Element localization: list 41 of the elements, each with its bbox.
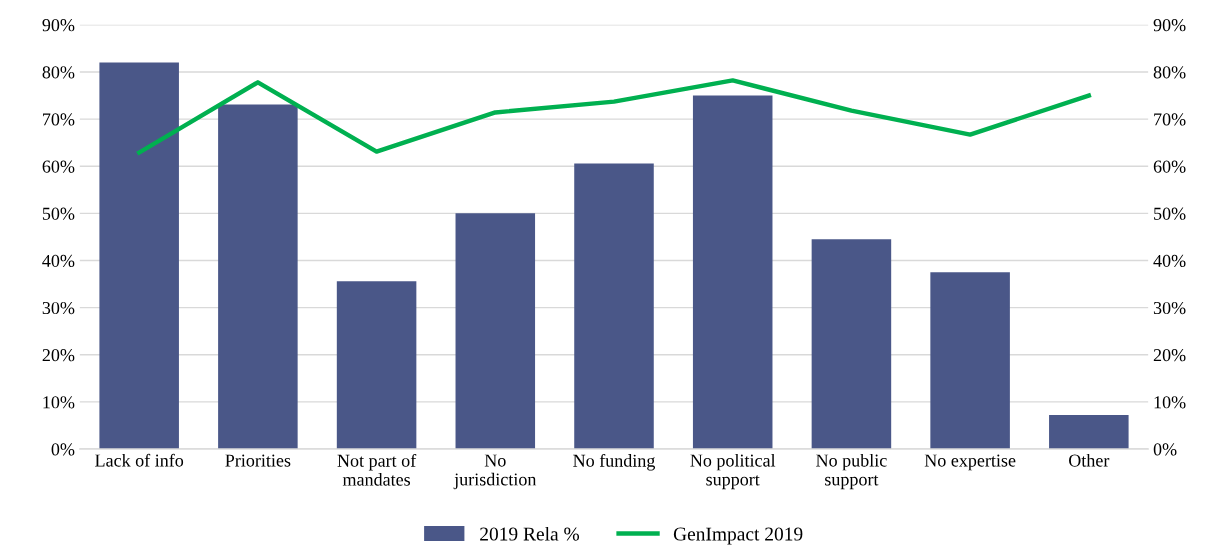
- x-tick-label: Lack of info: [95, 453, 184, 467]
- x-tick-label: No public support: [816, 453, 887, 490]
- x-tick-label: Other: [1069, 453, 1110, 467]
- y2-tick-label: 60%: [1153, 160, 1186, 173]
- y-tick-label: 10%: [43, 396, 75, 409]
- y2-tick-label: 90%: [1153, 19, 1186, 32]
- y-tick-label: 20%: [42, 349, 75, 362]
- y-tick-label: 90%: [42, 19, 75, 32]
- x-tick-label: No jurisdiction: [453, 454, 537, 490]
- x-tick-label: Not part of mandates: [337, 453, 417, 486]
- bar: [930, 272, 1010, 450]
- y2-tick-label: 0%: [1153, 443, 1177, 456]
- y2-tick-label: 80%: [1153, 66, 1186, 79]
- bar: [99, 62, 179, 450]
- bar: [1049, 415, 1129, 450]
- legend-label: GenImpact 2019: [673, 527, 803, 545]
- y2-tick-label: 70%: [1154, 113, 1186, 126]
- bar: [455, 213, 536, 450]
- y2-tick-label: 30%: [1153, 301, 1186, 315]
- y-tick-label: 60%: [42, 160, 75, 173]
- bar: [574, 163, 654, 450]
- y2-tick-label: 10%: [1154, 396, 1186, 409]
- legend-label: 2019 Rela %: [480, 526, 580, 541]
- bar: [336, 281, 417, 450]
- y2-tick-label: 50%: [1154, 207, 1186, 220]
- x-tick-label: No expertise: [924, 454, 1016, 471]
- y-tick-label: 70%: [43, 113, 75, 126]
- x-tick-label: No political support: [690, 453, 776, 490]
- y-tick-label: 0%: [51, 443, 75, 456]
- x-tick-label: No funding: [573, 453, 656, 471]
- y2-tick-label: 40%: [1153, 254, 1186, 267]
- line-series: [136, 78, 1092, 155]
- y2-tick-label: 20%: [1153, 349, 1186, 362]
- x-tick-label: Priorities: [225, 454, 291, 467]
- y-tick-label: 30%: [42, 301, 75, 315]
- bar: [811, 239, 892, 450]
- bar: [692, 95, 773, 450]
- y-tick-label: 80%: [42, 66, 75, 79]
- y-tick-label: 40%: [42, 254, 75, 267]
- bar: [218, 104, 298, 450]
- y-tick-label: 50%: [42, 207, 75, 220]
